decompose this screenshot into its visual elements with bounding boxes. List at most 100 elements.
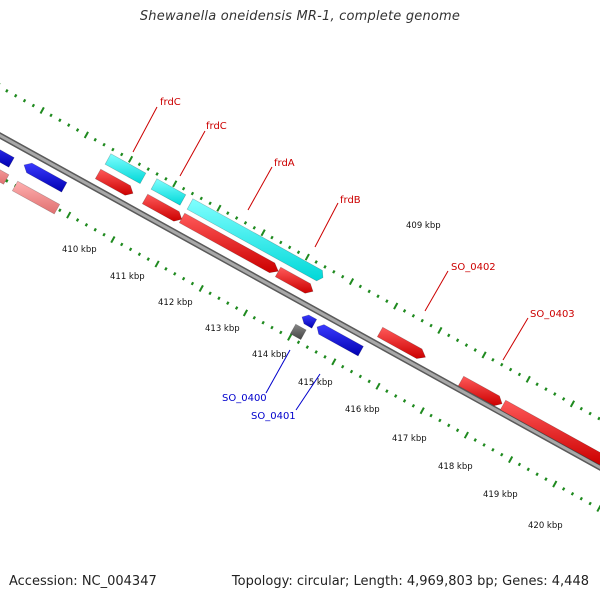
minor-tick [146, 167, 150, 171]
minor-tick [340, 364, 345, 369]
minor-tick [128, 247, 133, 252]
minor-tick [349, 369, 354, 374]
minor-tick [146, 257, 150, 261]
minor-tick [208, 291, 212, 296]
minor-tick [58, 118, 62, 123]
minor-tick [181, 276, 186, 281]
major-tick [481, 351, 487, 359]
major-tick [552, 480, 558, 488]
minor-tick [234, 216, 239, 220]
minor-tick [455, 428, 460, 433]
scale-label: 419 kbp [483, 490, 518, 500]
gene-blue-rev-2 [316, 324, 364, 357]
minor-tick [429, 323, 433, 328]
gene-red-6 [457, 375, 503, 407]
gene-features [0, 149, 600, 465]
leader-frdC-2 [179, 130, 206, 177]
accession-text: Accession: NC_004347 [9, 574, 157, 589]
minor-tick [296, 340, 301, 345]
major-tick [66, 211, 72, 219]
minor-tick [120, 152, 124, 157]
minor-tick [561, 487, 566, 491]
minor-tick [217, 296, 221, 301]
gene-frdC-1 [104, 153, 147, 185]
minor-tick [279, 240, 283, 245]
minor-tick [84, 223, 89, 227]
minor-tick [102, 232, 106, 237]
minor-tick [243, 221, 248, 225]
major-tick [242, 309, 249, 317]
major-tick [437, 326, 443, 335]
major-tick [525, 375, 531, 383]
major-tick [39, 106, 45, 114]
minor-tick [447, 333, 451, 338]
gene-pink-ul-1 [0, 169, 10, 185]
minor-tick [491, 357, 495, 362]
gene-SO_0402 [376, 326, 426, 359]
minor-tick [305, 345, 310, 349]
major-tick [596, 504, 600, 513]
gene-label-SO_0401: SO_0401 [251, 411, 296, 422]
gene-label-frdB: frdB [340, 195, 361, 206]
minor-tick [155, 172, 159, 176]
major-tick [304, 253, 310, 261]
minor-tick [75, 218, 80, 222]
gene-labels: frdC frdC frdA frdB SO_0402 SO_0403 SO_0… [160, 97, 575, 422]
gene-label-SO_0402: SO_0402 [451, 262, 496, 273]
minor-tick [93, 227, 97, 232]
minor-tick [544, 477, 548, 481]
scale-label: 410 kbp [62, 245, 97, 255]
scale-label: 417 kbp [392, 434, 427, 444]
major-tick [83, 131, 89, 139]
minor-tick [526, 467, 530, 472]
minor-tick [5, 179, 9, 183]
minor-tick [5, 89, 9, 93]
gene-frdB [178, 212, 279, 274]
major-tick [260, 229, 266, 237]
minor-tick [190, 281, 195, 286]
scale-label: 418 kbp [438, 462, 473, 472]
leader-SO_0402 [424, 270, 449, 312]
minor-tick [31, 103, 36, 108]
scale-labels: 409 kbp 410 kbp 411 kbp 412 kbp 413 kbp … [62, 221, 563, 531]
minor-tick [340, 274, 345, 279]
minor-tick [597, 416, 600, 421]
minor-tick [13, 93, 18, 98]
minor-tick [67, 123, 71, 127]
minor-tick [411, 403, 416, 408]
minor-tick [296, 250, 301, 255]
scale-label: 409 kbp [406, 221, 441, 231]
minor-tick [376, 294, 380, 299]
minor-tick [261, 320, 265, 325]
minor-tick [535, 382, 539, 387]
minor-tick [429, 413, 433, 418]
minor-tick [279, 330, 283, 335]
minor-tick [137, 252, 142, 257]
major-tick [287, 333, 293, 341]
gene-label-SO_0403: SO_0403 [530, 309, 575, 320]
minor-tick [234, 306, 239, 310]
minor-tick [332, 269, 336, 274]
major-tick [154, 260, 160, 268]
gene-label-SO_0400: SO_0400 [222, 393, 267, 404]
major-tick [348, 278, 355, 286]
major-tick [393, 302, 399, 310]
minor-tick [287, 245, 292, 250]
minor-tick [358, 374, 363, 379]
minor-tick [500, 452, 504, 457]
minor-tick [579, 496, 583, 501]
minor-tick [190, 191, 195, 196]
scale-label: 414 kbp [252, 350, 287, 360]
minor-tick [570, 491, 575, 496]
minor-tick [394, 394, 398, 398]
minor-tick [385, 389, 389, 393]
gene-frdC-2 [150, 178, 187, 206]
outer-tick-ring [0, 83, 600, 421]
gene-pink-ul-2 [11, 180, 61, 215]
topology-text: Topology: circular; Length: 4,969,803 bp… [231, 574, 589, 589]
major-tick [127, 155, 134, 163]
major-tick [508, 456, 514, 464]
minor-tick [270, 235, 274, 240]
major-tick [419, 407, 425, 415]
